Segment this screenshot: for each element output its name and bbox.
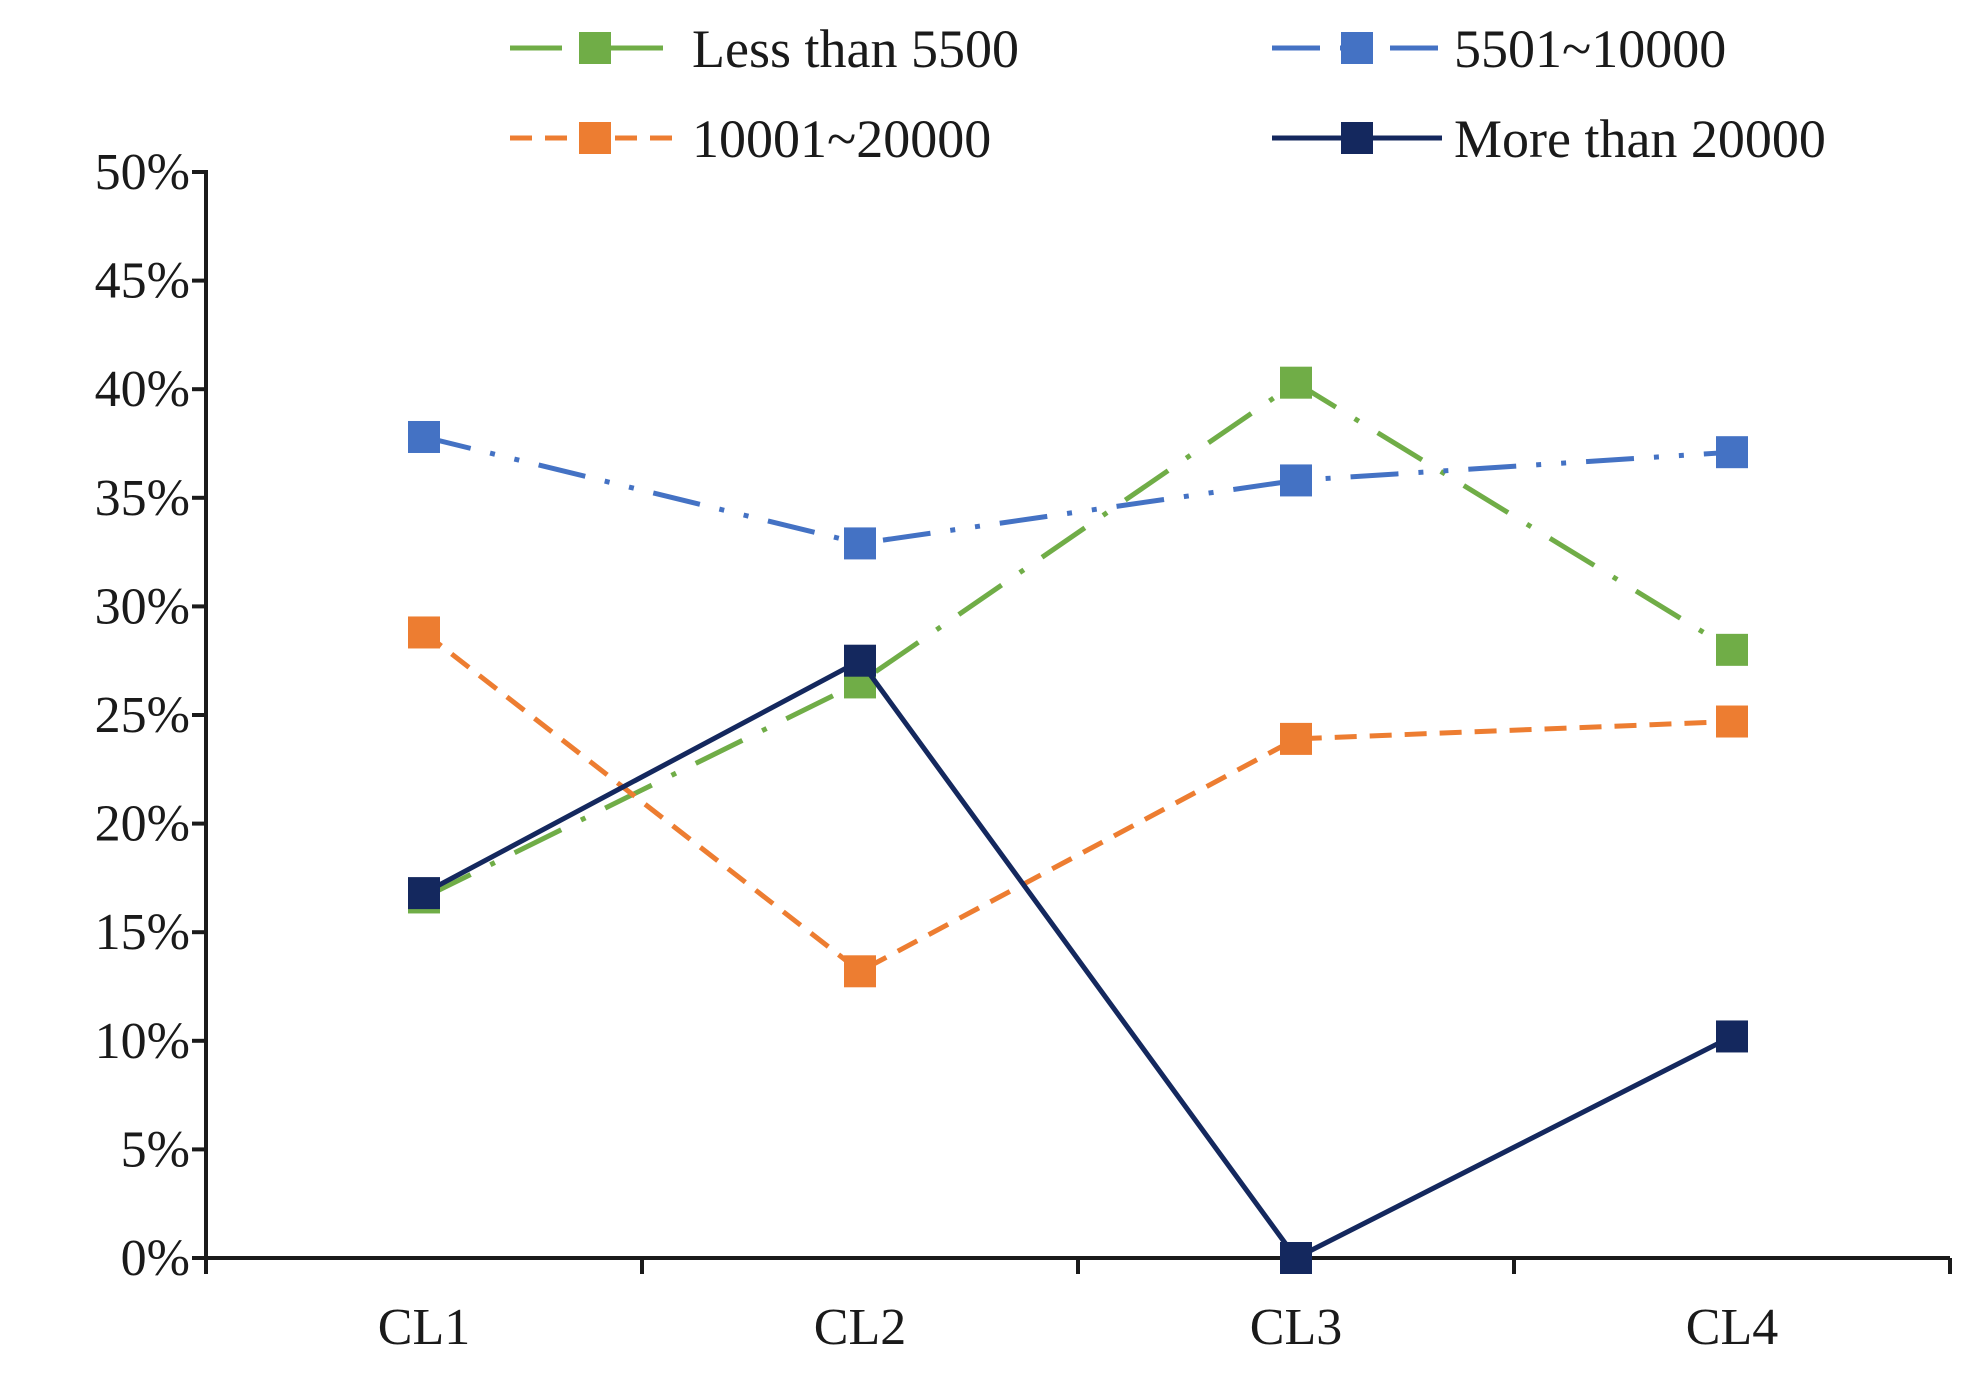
y-tick-label: 25% [95,687,190,744]
data-point [1716,1020,1748,1053]
data-point [1716,705,1748,738]
data-point [844,955,876,988]
y-tick-label: 0% [121,1230,190,1287]
data-point [1280,366,1312,399]
data-point [844,527,876,560]
series-line [422,380,1734,900]
y-tick-label: 15% [95,904,190,961]
y-tick-label: 10% [95,1013,190,1070]
series-line [422,630,1733,974]
data-point [408,420,440,453]
legend-label: Less than 5500 [692,19,1019,79]
y-tick-label: 5% [121,1121,190,1178]
legend-label: 10001~20000 [692,109,991,169]
series-line [422,658,1734,1261]
legend-label: More than 20000 [1454,109,1826,169]
legend-item: Less than 5500 [510,19,1019,79]
y-axis: 0% 5% 10% 15% 20% 25% 30% 35% 40% 45% 50% [95,144,208,1287]
y-tick-label: 50% [95,144,190,201]
data-point [1280,722,1312,755]
x-tick-label: CL3 [1250,1299,1342,1356]
data-point [408,616,440,649]
legend-item: 5501~10000 [1272,19,1726,79]
y-tick-label: 45% [95,253,190,310]
y-tick-label: 20% [95,796,190,853]
legend: Less than 5500 5501~10000 10001~20000 More … [510,19,1826,169]
legend-marker [579,122,611,154]
data-point [408,877,440,910]
x-axis: CL1 CL2 CL3 CL4 [204,1256,1952,1356]
y-tick-label: 35% [95,470,190,527]
data-point [1716,436,1748,469]
legend-marker [579,32,611,64]
legend-marker [1341,32,1373,64]
series-1 [408,366,1748,914]
data-point [844,644,876,677]
legend-marker [1341,122,1373,154]
series-line [423,434,1733,546]
data-point [1280,1242,1312,1274]
series-4 [408,644,1748,1274]
series-2 [408,420,1748,560]
plot-area [408,366,1748,1274]
legend-item: More than 20000 [1272,109,1826,169]
y-tick-label: 40% [95,361,190,418]
data-point [1280,464,1312,497]
x-tick-label: CL4 [1686,1299,1778,1356]
data-point [1716,633,1748,666]
legend-label: 5501~10000 [1454,19,1726,79]
x-tick-label: CL1 [378,1299,470,1356]
legend-item: 10001~20000 [510,109,991,169]
series-3 [408,616,1748,988]
y-tick-label: 30% [95,578,190,635]
x-tick-label: CL2 [814,1299,906,1356]
